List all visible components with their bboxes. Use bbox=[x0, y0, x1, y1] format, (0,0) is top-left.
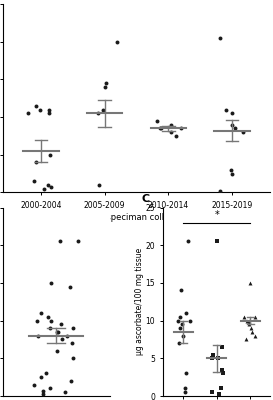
Point bbox=[68, 284, 73, 290]
Point bbox=[158, 125, 162, 132]
Point bbox=[253, 332, 257, 339]
Point bbox=[71, 325, 75, 331]
Point bbox=[39, 374, 43, 380]
Point bbox=[177, 314, 182, 320]
Text: C: C bbox=[142, 194, 150, 204]
Point bbox=[245, 318, 249, 324]
Point bbox=[34, 102, 38, 109]
Point bbox=[229, 167, 233, 173]
Point bbox=[32, 178, 36, 184]
Point bbox=[220, 344, 225, 350]
Point bbox=[217, 35, 222, 41]
Point bbox=[230, 110, 234, 116]
Point bbox=[233, 125, 238, 132]
Point bbox=[104, 80, 108, 86]
Point bbox=[174, 133, 178, 139]
Point bbox=[180, 321, 184, 328]
Point bbox=[38, 310, 43, 316]
Point bbox=[176, 340, 181, 346]
Point bbox=[55, 348, 59, 354]
Point bbox=[183, 389, 187, 396]
Point bbox=[183, 385, 187, 392]
Point bbox=[159, 125, 163, 132]
Point bbox=[179, 287, 183, 294]
Point bbox=[223, 106, 228, 113]
X-axis label: Year speciman collected: Year speciman collected bbox=[85, 212, 188, 222]
Point bbox=[58, 321, 63, 328]
Point bbox=[34, 318, 39, 324]
Point bbox=[241, 129, 245, 135]
Point bbox=[180, 332, 185, 339]
Point bbox=[32, 382, 36, 388]
Point bbox=[69, 378, 73, 384]
Point bbox=[179, 125, 183, 132]
Point bbox=[218, 188, 222, 194]
Point bbox=[46, 314, 51, 320]
Point bbox=[65, 332, 69, 339]
Point bbox=[230, 122, 235, 128]
Point bbox=[48, 325, 52, 331]
Point bbox=[210, 389, 214, 396]
Point bbox=[220, 366, 224, 373]
Point bbox=[47, 110, 51, 116]
Point bbox=[244, 336, 248, 343]
Point bbox=[48, 152, 53, 158]
Point bbox=[41, 388, 45, 394]
Point bbox=[46, 182, 50, 188]
Point bbox=[176, 318, 180, 324]
Point bbox=[183, 310, 188, 316]
Point bbox=[103, 84, 107, 90]
Point bbox=[247, 318, 251, 324]
Point bbox=[49, 280, 53, 286]
Point bbox=[38, 106, 42, 113]
Point bbox=[215, 238, 220, 245]
Point bbox=[210, 355, 214, 362]
Point bbox=[49, 318, 54, 324]
Point bbox=[44, 370, 48, 376]
Point bbox=[215, 355, 220, 362]
Point bbox=[169, 129, 174, 135]
Point bbox=[155, 118, 159, 124]
Point bbox=[75, 238, 80, 245]
Point bbox=[101, 106, 105, 113]
Point bbox=[96, 110, 100, 116]
Point bbox=[248, 280, 252, 286]
Point bbox=[221, 370, 225, 376]
Point bbox=[46, 106, 51, 113]
Point bbox=[169, 122, 173, 128]
Point bbox=[36, 332, 40, 339]
Point bbox=[26, 110, 31, 116]
Text: *: * bbox=[214, 210, 219, 220]
Point bbox=[242, 314, 246, 320]
Point bbox=[178, 325, 182, 331]
Point bbox=[70, 340, 74, 346]
Point bbox=[250, 329, 254, 335]
Point bbox=[40, 391, 45, 398]
Point bbox=[49, 184, 53, 190]
Point bbox=[187, 318, 192, 324]
Point bbox=[246, 321, 251, 328]
Y-axis label: μg ascorbate/100 mg tissue: μg ascorbate/100 mg tissue bbox=[135, 248, 144, 355]
Point bbox=[183, 370, 188, 376]
Point bbox=[71, 355, 75, 362]
Point bbox=[63, 389, 67, 396]
Point bbox=[60, 336, 65, 343]
Point bbox=[210, 351, 215, 358]
Point bbox=[34, 159, 38, 166]
Point bbox=[253, 314, 257, 320]
Point bbox=[54, 329, 59, 335]
Point bbox=[56, 329, 60, 335]
Point bbox=[115, 38, 120, 45]
Point bbox=[186, 238, 191, 245]
Point bbox=[97, 182, 101, 188]
Point bbox=[249, 325, 253, 331]
Point bbox=[58, 238, 63, 245]
Point bbox=[230, 170, 235, 177]
Point bbox=[219, 385, 224, 392]
Point bbox=[48, 385, 53, 392]
Point bbox=[217, 390, 221, 397]
Point bbox=[42, 186, 46, 192]
